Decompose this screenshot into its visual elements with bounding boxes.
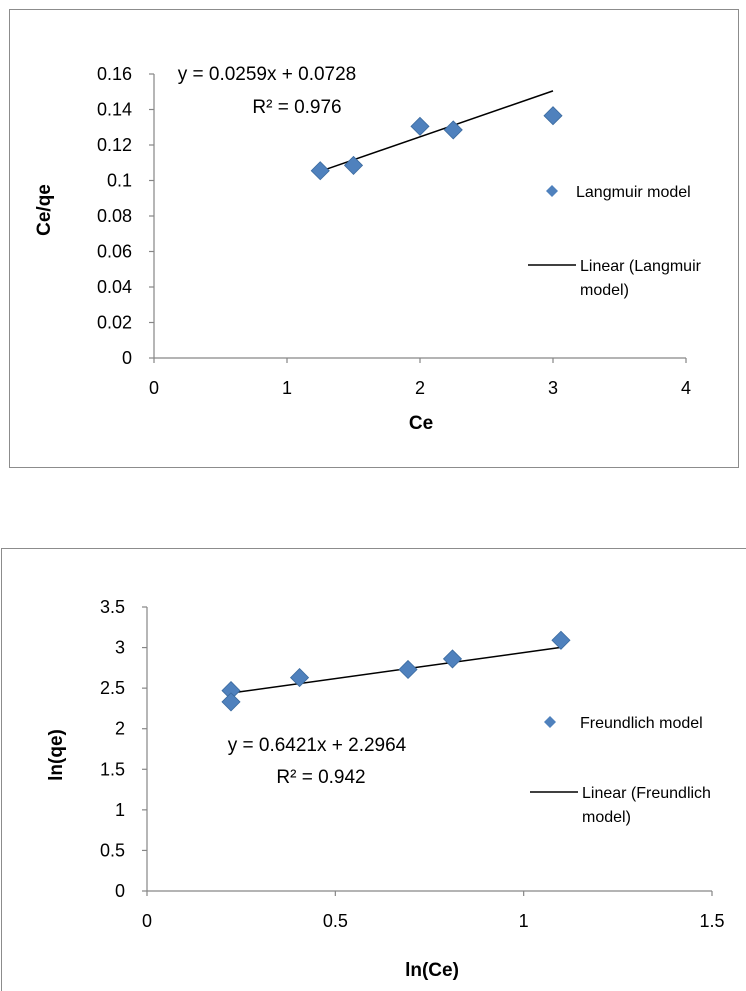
langmuir-chart-svg: 0 0.02 0.04 0.06 0.08 0.1 0.12 0.14 0.16 0 1 2 3 4 y … xyxy=(34,64,705,434)
langmuir-chart: 0 0.02 0.04 0.06 0.08 0.1 0.12 0.14 0.16 0 1 2 3 4 y … xyxy=(9,9,739,468)
legend-trendline-label: Linear (Langmuir model) xyxy=(580,258,705,299)
y-tick-label: 1 xyxy=(115,800,125,820)
y-tick-label: 3 xyxy=(115,638,125,658)
y-tick-label: 3.5 xyxy=(100,597,125,617)
trendline xyxy=(230,646,562,694)
x-axis-title: ln(Ce) xyxy=(405,960,459,981)
y-axis-title: ln(qe) xyxy=(46,729,67,781)
legend-series-label: Freundlich model xyxy=(580,715,703,732)
data-point xyxy=(443,120,463,140)
y-tick-label: 0.16 xyxy=(97,64,132,84)
y-tick-label: 1.5 xyxy=(100,759,125,779)
y-tick-label: 0.02 xyxy=(97,313,132,333)
axes xyxy=(149,73,687,363)
x-tick-label: 2 xyxy=(415,378,425,398)
x-tick-label: 3 xyxy=(548,378,558,398)
legend: Freundlich model Linear (Freundlich mode… xyxy=(530,715,715,826)
trendline-layer xyxy=(320,90,554,173)
x-axis-title: Ce xyxy=(409,413,433,434)
legend-trendline-label: Linear (Freundlich model) xyxy=(582,785,715,826)
r-squared-label: R² = 0.942 xyxy=(276,767,365,788)
y-tick-label: 0.08 xyxy=(97,206,132,226)
x-tick-label: 1 xyxy=(282,378,292,398)
y-axis-title: Ce/qe xyxy=(34,184,55,236)
x-tick-label: 0.5 xyxy=(323,911,348,931)
y-tick-label: 0 xyxy=(115,881,125,901)
tick-labels: 0 0.02 0.04 0.06 0.08 0.1 0.12 0.14 0.16 0 1 2 3 4 xyxy=(97,64,691,398)
data-point xyxy=(343,155,364,175)
x-tick-label: 1.5 xyxy=(699,911,724,931)
y-tick-label: 2 xyxy=(115,719,125,739)
y-tick-label: 0.1 xyxy=(107,171,132,191)
axes xyxy=(142,606,713,896)
data-point xyxy=(551,630,571,650)
legend-marker-diamond xyxy=(546,185,558,197)
freundlich-chart: 0 0.5 1 1.5 2 2.5 3 3.5 0 0.5 1 1.5 y = 0.6421x + 2… xyxy=(1,548,746,991)
trendline-layer xyxy=(230,646,562,694)
data-point xyxy=(310,161,330,181)
legend-marker-diamond xyxy=(544,716,556,728)
data-point xyxy=(442,649,463,669)
r-squared-label: R² = 0.976 xyxy=(252,97,341,118)
y-tick-label: 0.14 xyxy=(97,100,132,120)
x-tick-label: 1 xyxy=(519,911,529,931)
trendline-equation: y = 0.6421x + 2.2964 xyxy=(228,735,407,756)
y-tick-label: 0 xyxy=(122,348,132,368)
legend-series-label: Langmuir model xyxy=(576,184,691,201)
trendline-equation: y = 0.0259x + 0.0728 xyxy=(178,64,357,85)
data-point xyxy=(410,116,430,136)
trendline xyxy=(320,90,554,173)
legend: Langmuir model Linear (Langmuir model) xyxy=(528,184,705,299)
y-tick-label: 0.12 xyxy=(97,135,132,155)
x-tick-label: 4 xyxy=(681,378,691,398)
x-tick-label: 0 xyxy=(149,378,159,398)
data-points xyxy=(221,630,571,712)
y-tick-label: 2.5 xyxy=(100,678,125,698)
y-tick-label: 0.06 xyxy=(97,242,132,262)
x-tick-label: 0 xyxy=(142,911,152,931)
tick-labels: 0 0.5 1 1.5 2 2.5 3 3.5 0 0.5 1 1.5 xyxy=(100,597,725,931)
freundlich-chart-svg: 0 0.5 1 1.5 2 2.5 3 3.5 0 0.5 1 1.5 y = 0.6421x + 2… xyxy=(46,597,725,981)
data-point xyxy=(543,106,563,126)
data-point xyxy=(398,659,418,680)
y-tick-label: 0.5 xyxy=(100,840,125,860)
data-point xyxy=(221,692,241,712)
y-tick-label: 0.04 xyxy=(97,277,132,297)
data-points xyxy=(310,106,563,181)
data-point xyxy=(289,668,310,688)
